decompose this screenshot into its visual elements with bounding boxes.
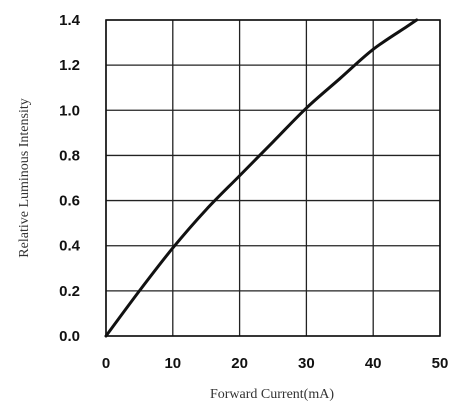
y-tick-label: 1.4 — [59, 12, 81, 29]
series-group — [104, 18, 419, 338]
x-tick-label: 10 — [164, 355, 181, 372]
x-tick-label: 20 — [231, 355, 248, 372]
y-tick-label: 0.8 — [59, 147, 80, 164]
x-tick-label: 50 — [432, 355, 449, 372]
x-tick-label: 0 — [102, 355, 110, 372]
y-tick-label: 1.2 — [59, 57, 80, 74]
x-tick-label: 30 — [298, 355, 315, 372]
x-tick-label: 40 — [365, 355, 382, 372]
series-line — [104, 18, 419, 338]
x-tick-labels: 0 10 20 30 40 50 — [102, 355, 449, 372]
y-tick-labels: 0.0 0.2 0.4 0.6 0.8 1.0 1.2 1.4 — [59, 12, 81, 345]
y-tick-label: 0.0 — [59, 328, 80, 345]
x-axis-label: Forward Current(mA) — [210, 387, 334, 402]
y-tick-label: 0.2 — [59, 283, 80, 300]
y-tick-label: 1.0 — [59, 102, 80, 119]
y-tick-label: 0.6 — [59, 193, 80, 210]
plot-frame — [105, 19, 441, 337]
y-tick-label: 0.4 — [59, 238, 81, 255]
grid — [105, 19, 441, 337]
y-axis-label: Relative Luminous Intensity — [17, 98, 32, 257]
